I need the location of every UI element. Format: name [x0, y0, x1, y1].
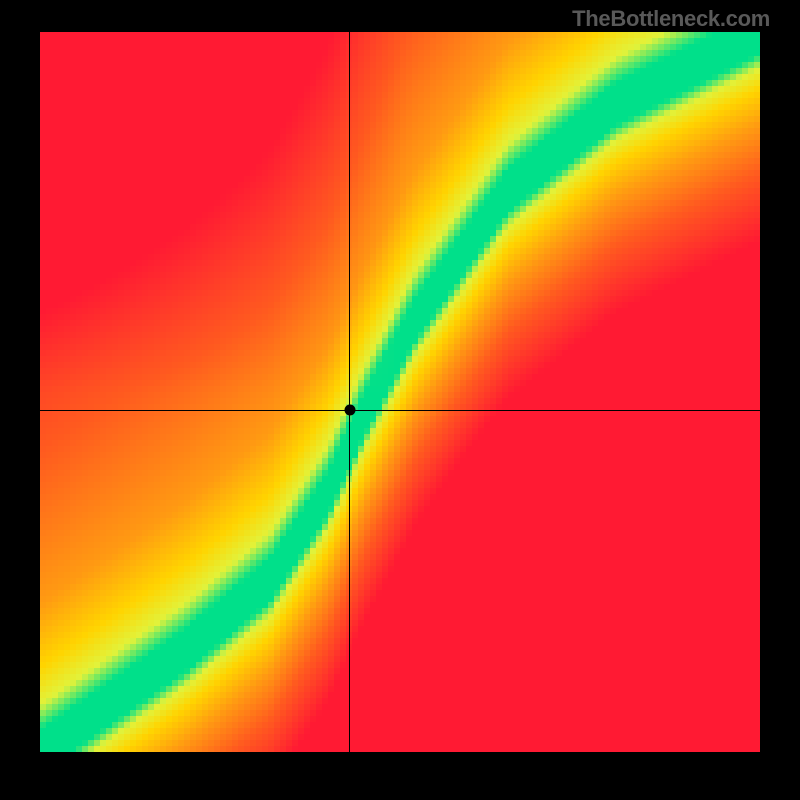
- heatmap-canvas: [40, 32, 760, 752]
- crosshair-horizontal: [40, 410, 760, 411]
- chart-container: { "watermark_text": "TheBottleneck.com",…: [0, 0, 800, 800]
- crosshair-dot: [344, 405, 355, 416]
- watermark-text: TheBottleneck.com: [572, 6, 770, 32]
- crosshair-vertical: [349, 32, 350, 752]
